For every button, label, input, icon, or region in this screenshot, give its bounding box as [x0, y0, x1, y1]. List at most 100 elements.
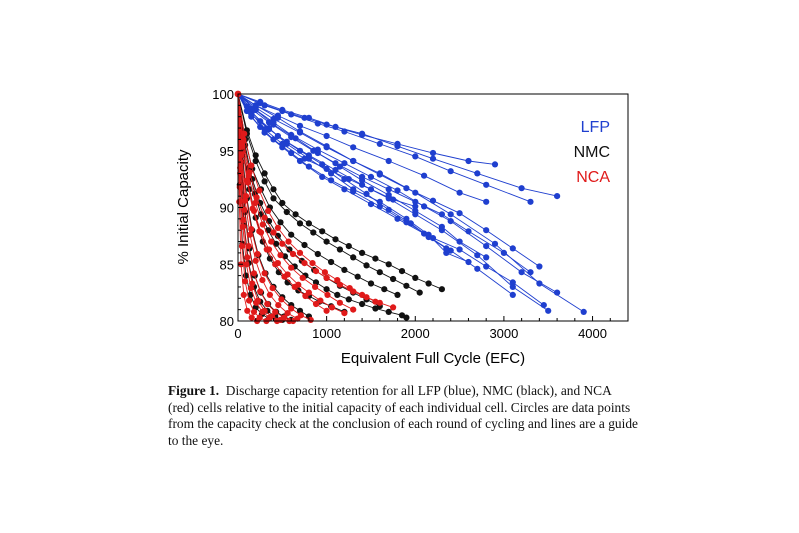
lfp-data-point: [385, 206, 392, 213]
nca-data-point: [246, 297, 253, 304]
nca-data-point: [270, 229, 277, 236]
nca-data-point: [259, 277, 266, 284]
lfp-data-point: [474, 265, 481, 272]
nmc-data-point: [314, 250, 321, 258]
nmc-data-point: [286, 246, 293, 253]
nmc-data-point: [345, 243, 352, 250]
lfp-data-point: [394, 187, 401, 194]
nca-data-point: [245, 172, 252, 179]
lfp-data-point: [252, 102, 259, 109]
lfp-data-point: [314, 120, 321, 127]
nca-data-point: [248, 314, 255, 321]
lfp-data-point: [429, 149, 437, 157]
nca-data-point: [274, 224, 281, 231]
lfp-data-point: [376, 140, 383, 147]
lfp-data-point: [257, 118, 264, 125]
nmc-cell-line: [237, 93, 420, 294]
lfp-data-point: [279, 106, 286, 113]
nca-cell-line: [237, 93, 298, 320]
lfp-data-point: [483, 181, 490, 188]
nca-data-point: [245, 243, 252, 250]
nca-data-point: [242, 278, 249, 285]
nca-data-point: [249, 205, 256, 212]
lfp-data-point: [438, 211, 445, 218]
nca-data-point: [269, 285, 276, 292]
lfp-data-point: [456, 246, 463, 253]
lfp-data-point: [412, 198, 419, 205]
lfp-data-point: [274, 132, 281, 140]
lfp-data-point: [421, 172, 428, 179]
nca-data-point: [240, 216, 247, 224]
nca-data-point: [279, 240, 286, 247]
nca-data-point: [289, 250, 297, 258]
nmc-data-point: [336, 246, 343, 253]
lfp-data-point: [376, 171, 383, 178]
nca-data-point: [237, 164, 244, 171]
nca-data-point: [321, 269, 328, 276]
lfp-data-point: [332, 160, 339, 167]
lfp-data-point: [261, 126, 268, 133]
lfp-data-point: [385, 186, 392, 193]
nca-data-point: [265, 207, 272, 214]
nca-cell-line: [237, 93, 290, 322]
lfp-data-point: [350, 157, 357, 165]
nmc-data-point: [403, 314, 410, 321]
lfp-cell-line: [237, 93, 487, 203]
series-lfp: [237, 93, 587, 315]
lfp-data-point: [279, 140, 286, 147]
lfp-data-point: [367, 173, 375, 180]
nca-data-point: [390, 304, 397, 311]
lfp-data-point: [474, 252, 481, 259]
nca-data-point: [278, 296, 285, 303]
nca-data-point: [248, 162, 255, 169]
nca-data-point: [317, 297, 324, 304]
y-tick-label: 95: [220, 144, 234, 159]
nca-data-point: [272, 308, 279, 315]
lfp-data-point: [447, 218, 454, 225]
nca-data-point: [261, 270, 268, 277]
lfp-data-point: [518, 185, 525, 192]
lfp-data-point: [323, 165, 330, 172]
nmc-data-point: [341, 266, 348, 273]
x-tick-label: 4000: [578, 326, 607, 341]
lfp-data-point: [443, 245, 450, 252]
nmc-data-point: [301, 241, 308, 249]
x-tick-label: 3000: [489, 326, 518, 341]
y-tick-label: 100: [212, 87, 234, 102]
nca-data-point: [244, 307, 251, 314]
nmc-data-point: [323, 286, 330, 293]
lfp-data-point: [425, 233, 432, 241]
nmc-data-point: [359, 300, 366, 308]
lfp-data-point: [518, 269, 525, 276]
nca-data-point: [294, 315, 301, 322]
y-axis-title: % Initial Capacity: [175, 149, 192, 265]
nca-data-point: [254, 297, 261, 304]
lfp-data-point: [359, 131, 366, 138]
nca-data-point: [323, 307, 330, 314]
nca-data-point: [312, 283, 319, 290]
nca-data-point: [277, 252, 284, 259]
legend-nmc: NMC: [574, 144, 610, 161]
nmc-data-point: [367, 280, 375, 287]
lfp-data-point: [509, 283, 516, 290]
nmc-data-point: [247, 291, 254, 298]
lfp-data-point: [429, 197, 437, 204]
lfp-data-point: [390, 196, 397, 203]
lfp-data-point: [296, 147, 304, 154]
nca-data-point: [288, 264, 295, 271]
lfp-data-point: [527, 269, 534, 276]
nmc-data-point: [305, 220, 312, 227]
nca-data-point: [296, 249, 304, 256]
lfp-data-point: [288, 149, 295, 157]
nmc-data-point: [385, 308, 392, 315]
lfp-data-point: [376, 198, 383, 205]
nca-data-point: [291, 283, 298, 290]
lfp-data-point: [407, 220, 414, 227]
lfp-data-point: [483, 254, 490, 261]
lfp-data-point: [509, 245, 516, 252]
nca-data-point: [312, 300, 320, 308]
nmc-data-point: [398, 268, 406, 275]
nca-data-point: [242, 197, 249, 204]
lfp-data-point: [491, 161, 499, 168]
